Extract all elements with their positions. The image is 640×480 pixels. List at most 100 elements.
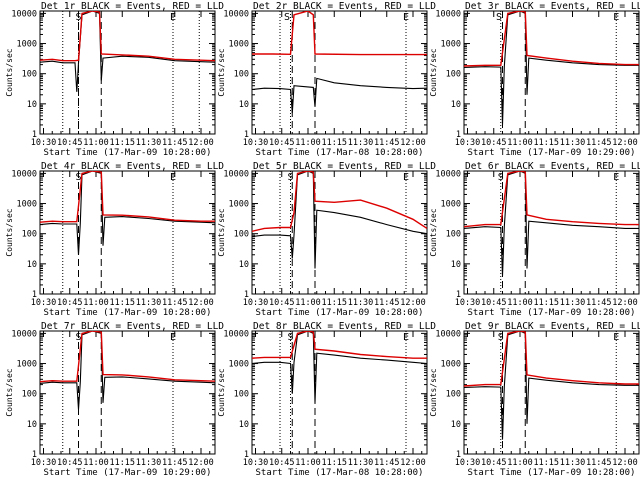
y-tick-label: 1 (244, 130, 249, 140)
plot-frame (39, 170, 216, 295)
plot-frame (463, 10, 640, 135)
x-tick-label: 11:00 (83, 298, 109, 308)
x-tick-label: 11:30 (560, 458, 586, 468)
x-axis-label: Start Time (17-Mar-09 10:28:00) (256, 308, 424, 318)
y-tick-label: 1 (32, 290, 37, 300)
x-axis-label: Start Time (17-Mar-09 10:28:00) (44, 308, 212, 318)
y-tick-label: 10 (27, 100, 37, 110)
y-tick-label: 10000 (11, 9, 37, 19)
y-tick-label: 100 (22, 390, 37, 400)
panel-5: Det 5r BLACK = Events, RED = LLD 1 10 100 10… (217, 161, 436, 318)
x-axis-label: Start Time (17-Mar-09 10:29:00) (468, 148, 636, 158)
start-marker-label: S (498, 172, 504, 183)
events-series-line (464, 11, 639, 125)
y-tick-label: 1000 (17, 360, 37, 370)
x-tick-label: 11:45 (586, 298, 612, 308)
x-tick-label: 12:00 (188, 458, 214, 468)
y-tick-label: 1000 (441, 40, 461, 50)
end-marker-label: E (170, 172, 176, 183)
x-tick-label: 11:15 (533, 298, 559, 308)
x-axis-label: Start Time (17-Mar-08 10:28:00) (256, 468, 424, 478)
start-marker-label: S (284, 12, 290, 23)
x-tick-label: 11:15 (321, 138, 347, 148)
x-tick-label: 11:15 (109, 298, 135, 308)
y-tick-label: 1000 (229, 200, 249, 210)
y-tick-label: 100 (22, 230, 37, 240)
lld-series-line (464, 11, 639, 67)
panel-title: Det 8r BLACK = Events, RED = LLD (253, 321, 436, 332)
x-tick-label: 11:30 (348, 298, 374, 308)
plot-frame (251, 10, 428, 135)
x-tick-label: 11:15 (109, 138, 135, 148)
x-tick-label: 12:00 (400, 298, 426, 308)
y-tick-label: 1000 (441, 200, 461, 210)
x-tick-label: 12:00 (188, 298, 214, 308)
y-axis-label: Counts/sec (429, 48, 438, 96)
y-tick-label: 1000 (441, 360, 461, 370)
y-tick-label: 10000 (11, 329, 37, 339)
x-tick-label: 11:00 (83, 458, 109, 468)
panel-9: Det 9r BLACK = Events, RED = LLD 1 10 100 10… (429, 321, 640, 478)
x-tick-label: 11:45 (374, 458, 400, 468)
y-axis-label: Counts/sec (5, 368, 14, 416)
y-tick-label: 100 (22, 70, 37, 80)
x-tick-label: 11:00 (295, 298, 321, 308)
x-tick-label: 12:00 (612, 138, 638, 148)
x-axis-label: Start Time (17-Mar-09 10:29:00) (44, 468, 212, 478)
start-marker-label: S (287, 172, 293, 183)
y-tick-label: 10000 (435, 329, 461, 339)
y-tick-label: 100 (234, 230, 249, 240)
y-tick-label: 1 (456, 130, 461, 140)
x-tick-label: 11:15 (533, 458, 559, 468)
x-tick-label: 11:30 (136, 458, 162, 468)
end-marker-label: E (613, 332, 619, 343)
y-tick-label: 10 (451, 260, 461, 270)
y-tick-label: 1 (244, 290, 249, 300)
y-axis-label: Counts/sec (429, 208, 438, 256)
x-tick-label: 10:30 (455, 298, 481, 308)
x-tick-label: 11:30 (136, 138, 162, 148)
y-tick-label: 10000 (11, 169, 37, 179)
y-tick-label: 10000 (435, 9, 461, 19)
panel-title: Det 2r BLACK = Events, RED = LLD (253, 1, 436, 12)
x-tick-label: 11:45 (162, 458, 188, 468)
events-series-line (252, 77, 427, 113)
x-tick-label: 10:30 (243, 138, 269, 148)
events-series-line (252, 331, 427, 403)
y-tick-label: 1000 (17, 40, 37, 50)
x-tick-label: 11:15 (109, 458, 135, 468)
panel-4: Det 4r BLACK = Events, RED = LLD 1 10 100 10… (5, 161, 224, 318)
events-series-line (252, 171, 427, 269)
start-marker-label: S (75, 12, 81, 23)
y-tick-label: 10000 (435, 169, 461, 179)
lld-series-line (40, 11, 215, 62)
y-tick-label: 100 (234, 70, 249, 80)
plot-frame (39, 330, 216, 455)
x-axis-label: Start Time (17-Mar-09 10:28:00) (468, 468, 636, 478)
x-tick-label: 10:30 (243, 458, 269, 468)
y-tick-label: 100 (446, 390, 461, 400)
x-tick-label: 10:30 (243, 298, 269, 308)
x-tick-label: 11:45 (374, 298, 400, 308)
x-tick-label: 11:00 (507, 458, 533, 468)
start-marker-label: S (287, 332, 293, 343)
x-tick-label: 11:00 (295, 458, 321, 468)
y-axis-label: Counts/sec (5, 48, 14, 96)
x-axis-label: Start Time (17-Mar-08 10:28:00) (256, 148, 424, 158)
x-tick-label: 10:30 (455, 138, 481, 148)
events-series-line (40, 331, 215, 410)
end-marker-label: E (170, 12, 176, 23)
y-tick-label: 1 (456, 450, 461, 460)
events-series-line (40, 171, 215, 255)
x-tick-label: 10:45 (57, 138, 83, 148)
panel-3: Det 3r BLACK = Events, RED = LLD 1 10 100 10… (429, 1, 640, 158)
plot-frame (251, 330, 428, 455)
panel-1: Det 1r BLACK = Events, RED = LLD 1 10 100 10… (5, 1, 224, 158)
x-tick-label: 10:45 (481, 298, 507, 308)
x-tick-label: 11:00 (295, 138, 321, 148)
y-tick-label: 10000 (223, 169, 249, 179)
x-tick-label: 12:00 (400, 458, 426, 468)
panel-title: Det 7r BLACK = Events, RED = LLD (41, 321, 224, 332)
panel-title: Det 4r BLACK = Events, RED = LLD (41, 161, 224, 172)
